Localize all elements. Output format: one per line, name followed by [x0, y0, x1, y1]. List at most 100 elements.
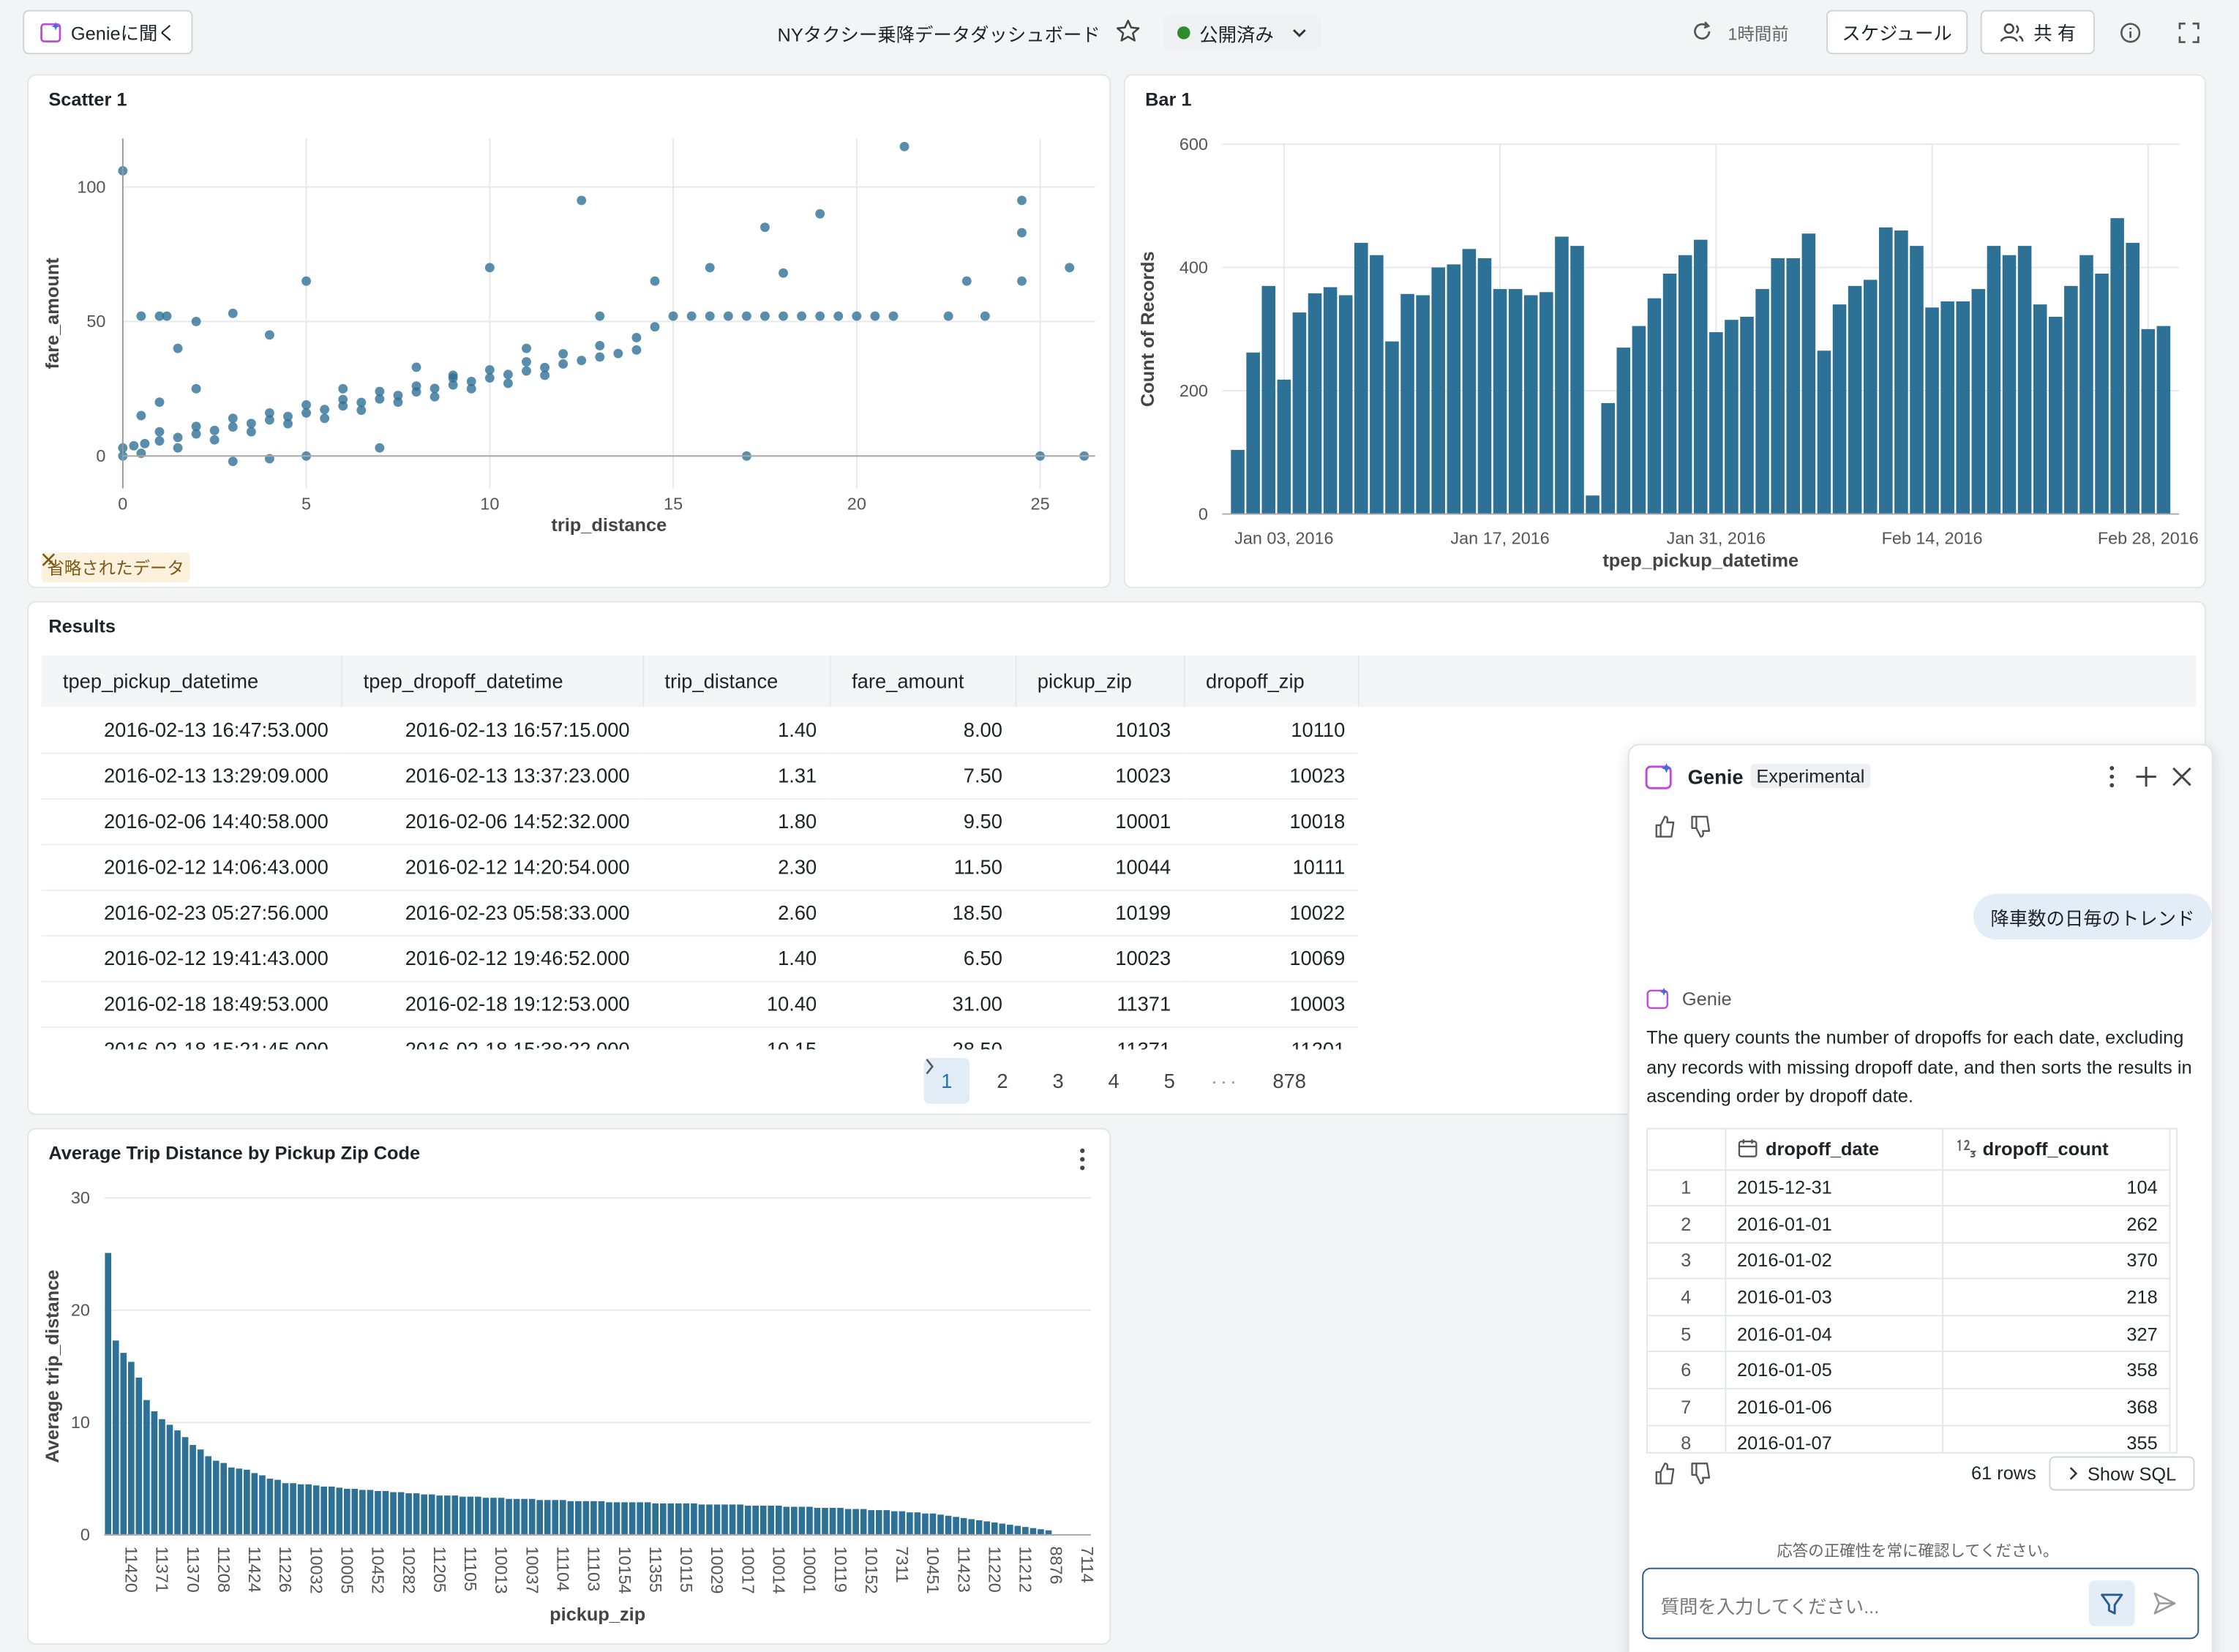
bar: [1817, 350, 1831, 514]
scatter-point: [246, 427, 256, 437]
bar: [320, 1486, 328, 1535]
page-button[interactable]: 3: [1052, 1069, 1064, 1092]
table-cell: 3: [1648, 1242, 1726, 1280]
bar: [428, 1494, 435, 1535]
bar: [737, 1504, 743, 1535]
scatter-point: [356, 397, 367, 408]
scatter-point: [154, 397, 165, 408]
bar: [1292, 312, 1307, 514]
bar: [1385, 341, 1399, 514]
x-tick-label: 11355: [646, 1546, 665, 1592]
filter-button[interactable]: [2089, 1580, 2135, 1626]
table-cell: 2016-02-18 15:21:45.000: [41, 1026, 342, 1050]
scatter-point: [540, 370, 550, 380]
feedback-buttons[interactable]: [1654, 1460, 1714, 1486]
fullscreen-icon[interactable]: [2178, 21, 2200, 44]
chevron-down: [1293, 29, 1306, 37]
scatter-point: [356, 405, 367, 416]
bar: [120, 1353, 127, 1535]
table-cell: 2016-02-18 18:49:53.000: [41, 980, 342, 1028]
show-sql-button[interactable]: Show SQL: [2049, 1456, 2195, 1491]
next-page[interactable]: [926, 1058, 1376, 1103]
ask-genie-button[interactable]: Genieに聞く: [23, 10, 193, 55]
close-button[interactable]: [2172, 767, 2191, 786]
bar: [1022, 1527, 1029, 1535]
bar: [228, 1467, 235, 1535]
page-button[interactable]: 878: [1272, 1069, 1306, 1092]
bar: [1462, 249, 1477, 514]
kebab-menu[interactable]: [1074, 1146, 1091, 1172]
bar: [2017, 246, 2032, 514]
bar: [544, 1500, 551, 1535]
bar: [2048, 316, 2063, 514]
x-tick-label: 20: [847, 495, 866, 514]
x-tick-label: 11420: [122, 1546, 141, 1592]
page-button[interactable]: 1: [923, 1058, 970, 1104]
bar: [791, 1506, 798, 1535]
bar: [1246, 352, 1260, 514]
scatter-point: [852, 311, 862, 321]
scatter-point: [466, 383, 476, 394]
y-tick-label: 200: [1179, 381, 1208, 400]
page-button[interactable]: 5: [1163, 1069, 1175, 1092]
page-button[interactable]: 2: [997, 1069, 1008, 1092]
bar: [1863, 279, 1878, 514]
column-header: dropoff_zip: [1183, 655, 1359, 707]
bar: [1261, 285, 1276, 514]
bar: [975, 1520, 983, 1535]
table-cell: 355: [1942, 1424, 2171, 1452]
bar: [914, 1512, 921, 1535]
publish-status[interactable]: 公開済み: [1163, 15, 1321, 50]
bar: [929, 1513, 937, 1535]
feedback-buttons[interactable]: [1654, 814, 1714, 839]
y-tick-label: 600: [1179, 135, 1208, 154]
share-button[interactable]: 共 有: [1980, 10, 2095, 55]
favorite-star[interactable]: [1115, 18, 1141, 44]
scatter-point: [283, 411, 293, 421]
bar: [290, 1483, 296, 1535]
more-menu[interactable]: [2104, 764, 2120, 789]
index-header: [1648, 1129, 1726, 1171]
bar: [590, 1501, 597, 1535]
scatter-point: [154, 436, 165, 446]
table-cell: 2016-01-03: [1725, 1279, 1943, 1317]
scatter-point: [595, 352, 605, 362]
results-title: Results: [48, 615, 116, 637]
status-dot: [1177, 26, 1190, 40]
genie-title: Genie: [1687, 765, 1744, 789]
status-label: 公開済み: [1199, 23, 1274, 45]
bar: [413, 1493, 420, 1535]
page-button[interactable]: 4: [1108, 1069, 1120, 1092]
bar: [2033, 304, 2047, 514]
bar: [1693, 239, 1708, 514]
scatter-point: [430, 391, 440, 402]
scatter-point: [129, 440, 139, 451]
bar: [1709, 332, 1723, 514]
bar: [312, 1485, 320, 1535]
results-table: tpep_pickup_datetime tpep_dropoff_datetim…: [41, 655, 1359, 1050]
schedule-button[interactable]: スケジュール: [1826, 10, 1968, 55]
truncated-chip[interactable]: 省略されたデータ: [41, 552, 190, 583]
scatter-point: [595, 311, 605, 321]
table-cell: 11371: [1015, 1026, 1184, 1050]
bar: [1940, 301, 1954, 514]
chat-input[interactable]: 質問を入力してください...: [1642, 1567, 2199, 1640]
bar: [837, 1508, 844, 1535]
table-cell: 6: [1648, 1352, 1726, 1389]
table-cell: 2016-02-18 19:12:53.000: [341, 980, 643, 1028]
scatter-point: [228, 457, 238, 467]
scatter-chart: Scatter 1 0 50 100 0 5 10 15 20 25 trip_distance fa…: [42, 89, 1095, 536]
x-tick-label: 10037: [522, 1546, 541, 1593]
send-button[interactable]: [2152, 1591, 2178, 1616]
scatter-point: [264, 408, 274, 418]
scatter-point: [448, 380, 458, 390]
table-cell: 2016-01-07: [1725, 1424, 1943, 1452]
bar: [2110, 218, 2124, 514]
refresh-icon[interactable]: [1691, 20, 1714, 42]
bar: [259, 1475, 266, 1535]
new-chat-button[interactable]: [2134, 765, 2157, 788]
info-icon[interactable]: [2119, 21, 2142, 44]
bar: [274, 1479, 281, 1535]
